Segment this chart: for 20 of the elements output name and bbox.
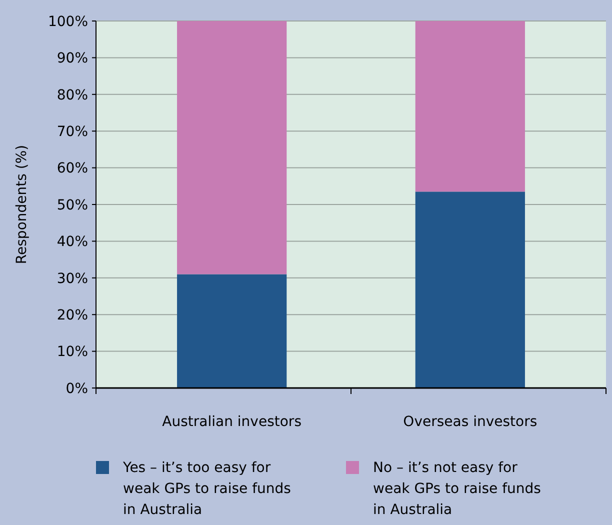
bar	[177, 21, 287, 274]
y-tick-label: 50%	[56, 197, 88, 214]
y-tick-label: 80%	[56, 87, 88, 104]
x-tick-label: Australian investors	[162, 414, 302, 430]
bar	[415, 192, 525, 388]
y-tick-label: 60%	[56, 160, 88, 177]
legend-label: No – it’s not easy for weak GPs to raise funds in Australia	[373, 460, 541, 518]
y-tick-label: 10%	[56, 344, 88, 360]
legend-label: Yes – it’s too easy for weak GPs to raise funds in Australia	[122, 460, 291, 518]
y-tick-label: 0%	[66, 380, 88, 397]
y-tick-label: 20%	[56, 308, 88, 324]
bar	[177, 274, 287, 388]
bar	[415, 21, 525, 192]
y-tick-label: 40%	[56, 234, 88, 250]
y-tick-label: 100%	[48, 14, 88, 30]
y-axis-title: Respondents (%)	[14, 144, 30, 264]
y-tick-label: 30%	[56, 270, 88, 287]
x-tick-label: Overseas investors	[403, 414, 538, 430]
y-tick-label: 90%	[56, 50, 88, 67]
y-tick-label: 70%	[56, 124, 88, 140]
